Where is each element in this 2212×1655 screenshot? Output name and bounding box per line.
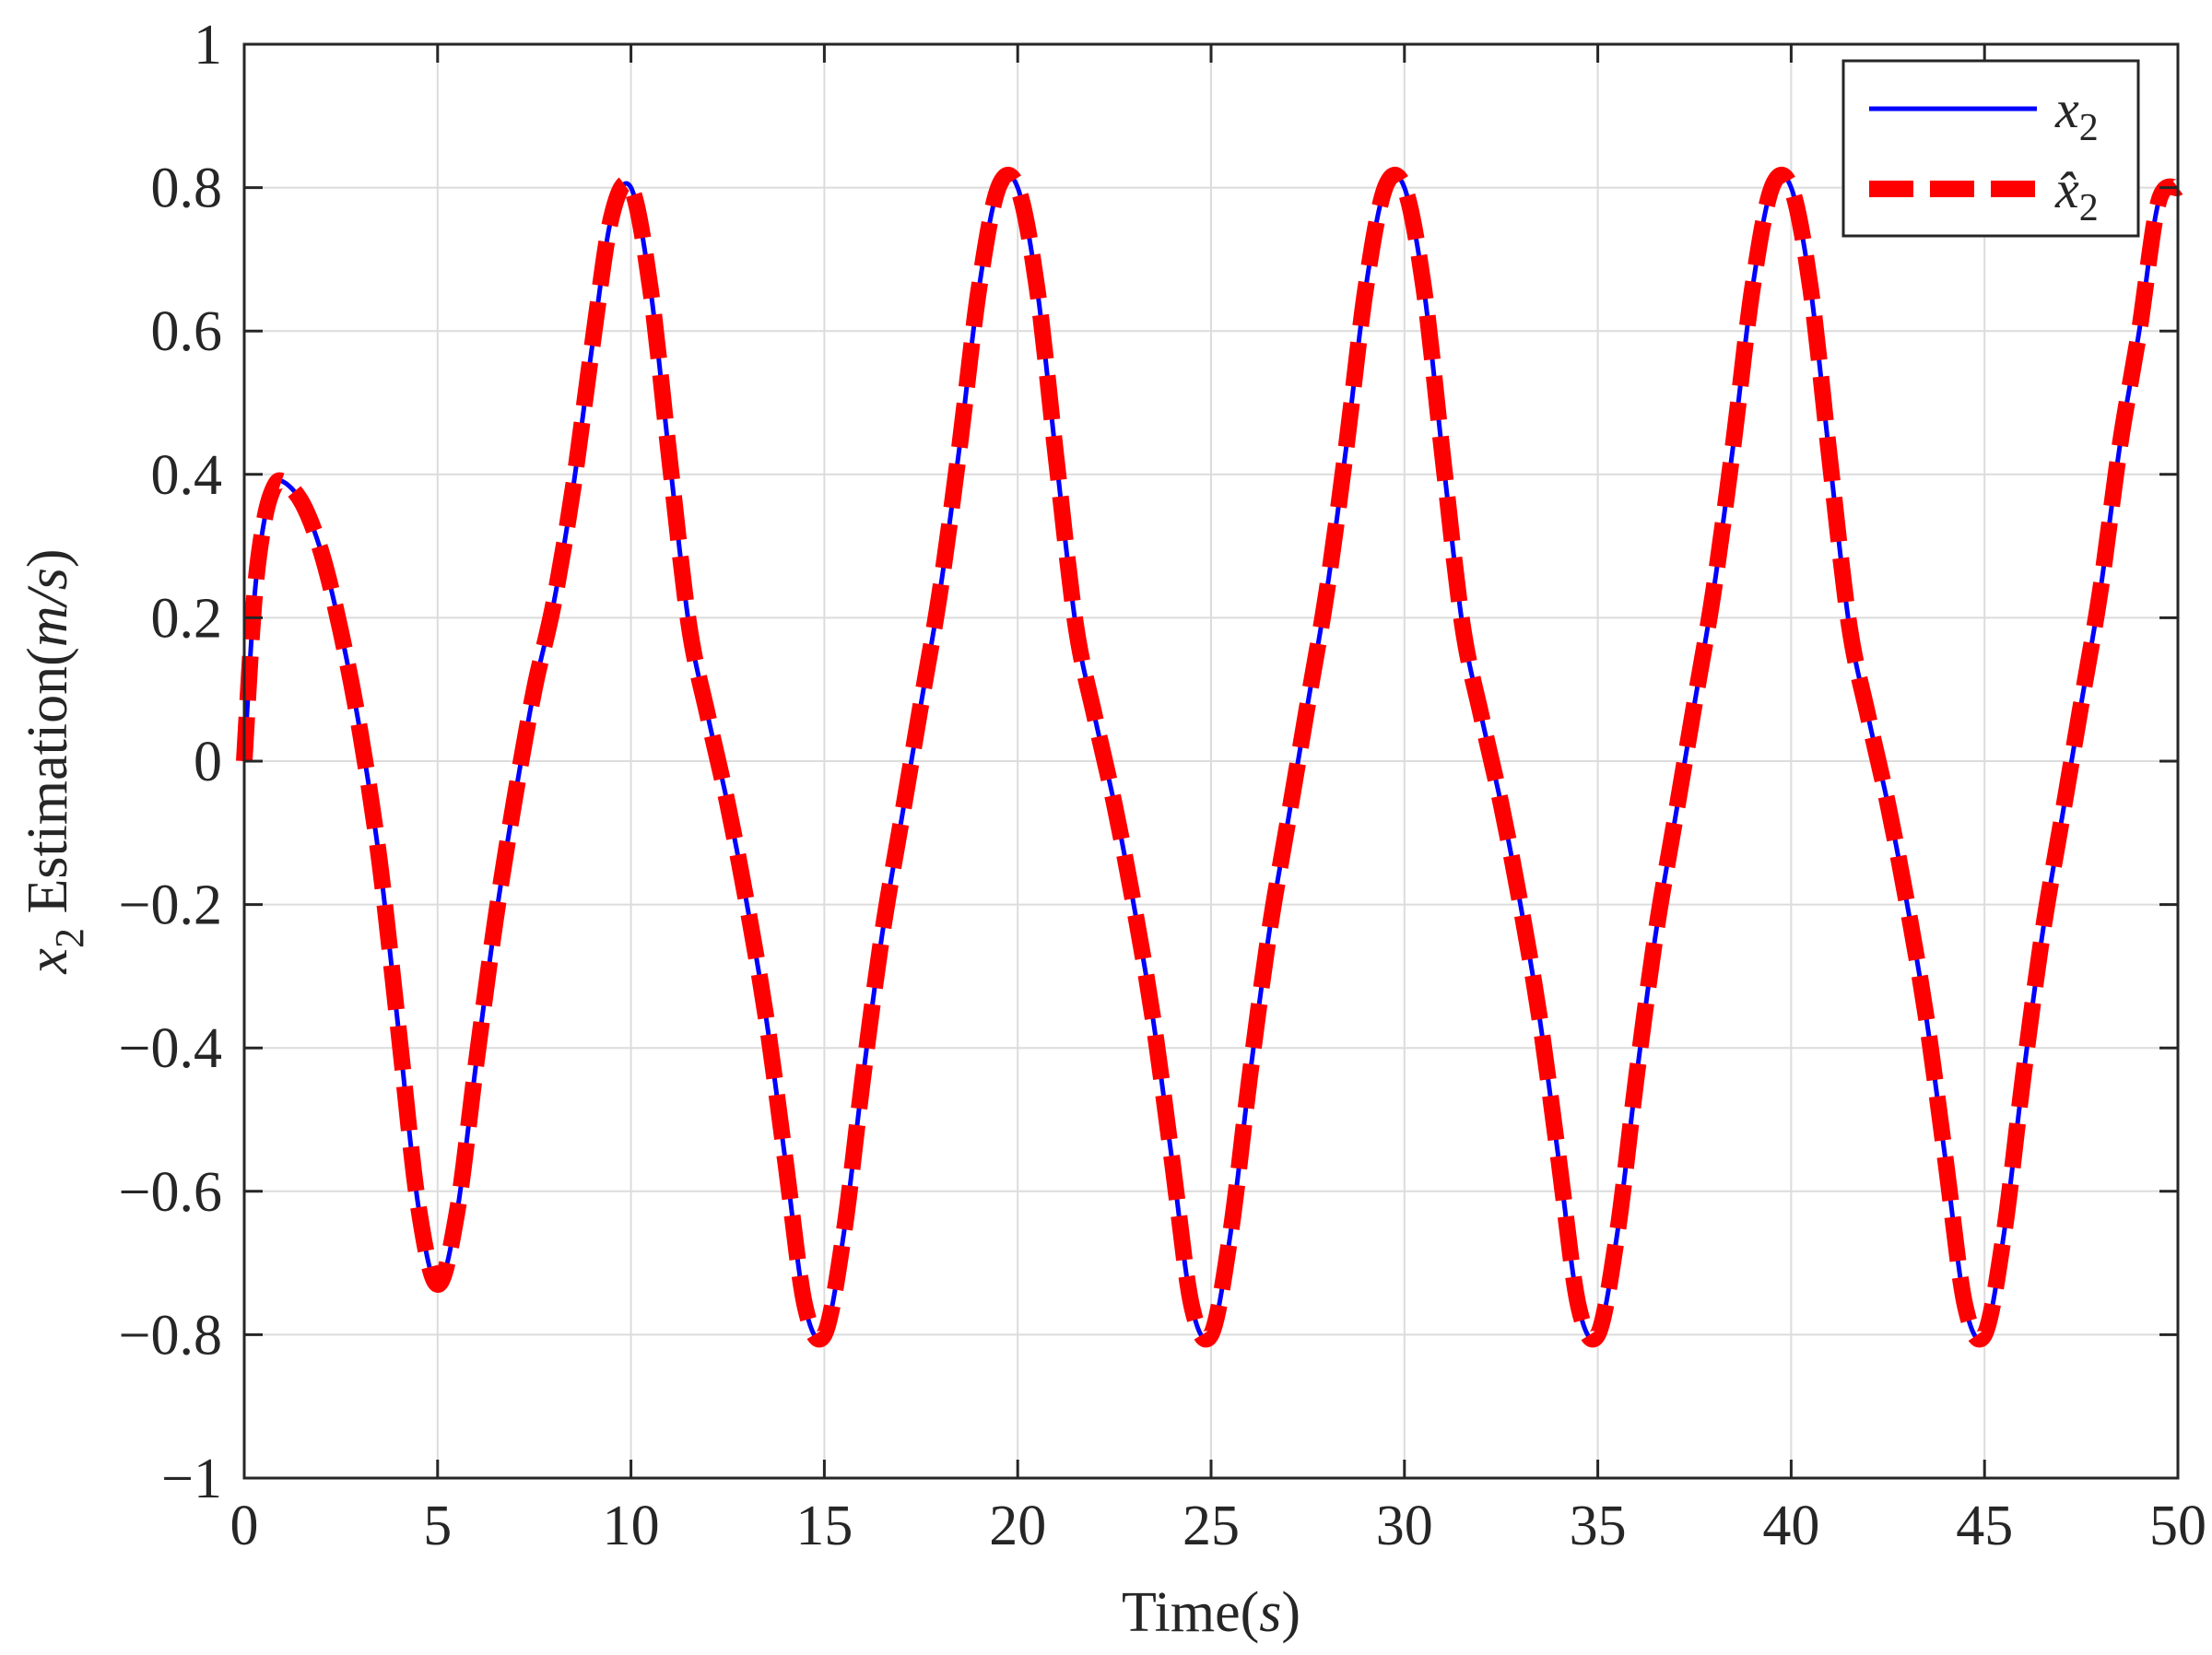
x-tick-label: 45 [1956,1495,2013,1557]
x-tick-label: 5 [423,1495,452,1557]
y-tick-label: 0 [194,731,222,793]
x-tick-label: 0 [230,1495,259,1557]
y-tick-label: 0.2 [151,587,223,650]
legend-box [1841,59,2140,238]
y-tick-label: −0.6 [119,1161,222,1224]
y-tick-label: 1 [194,14,222,76]
y-tick-label: 0.6 [151,300,223,363]
y-axis-title: x2 Estimation(m/s) [17,548,92,974]
y-tick-label: 0.8 [151,158,223,220]
x-tick-label: 50 [2149,1495,2206,1557]
legend-label-x2-hat: x̂2 [2054,159,2099,229]
x-tick-label: 15 [795,1495,853,1557]
y-tick-label: 0.4 [151,444,223,507]
x-tick-label: 35 [1570,1495,1627,1557]
x-tick-label: 40 [1762,1495,1819,1557]
y-tick-label: −0.4 [119,1017,222,1080]
series-layer [236,167,2183,1348]
y-tick-label: −0.2 [119,874,222,937]
y-tick-label: −0.8 [119,1304,222,1367]
ticks: 0 5 10 15 20 25 30 35 40 45 50 −1 −0.8 −0.6 −0.4 −0.2 0 0… [119,14,2206,1557]
y-tick-label: −1 [161,1448,222,1510]
series-line-x2-hat [236,167,2183,1348]
legend-label-x2: x2 [2054,79,2099,149]
x-tick-label: 25 [1182,1495,1240,1557]
x-axis-title: Time(s) [1122,1581,1300,1644]
x-tick-label: 10 [603,1495,660,1557]
legend: x2 x̂2 [1841,59,2140,238]
x-tick-label: 20 [989,1495,1046,1557]
x-tick-label: 30 [1376,1495,1433,1557]
